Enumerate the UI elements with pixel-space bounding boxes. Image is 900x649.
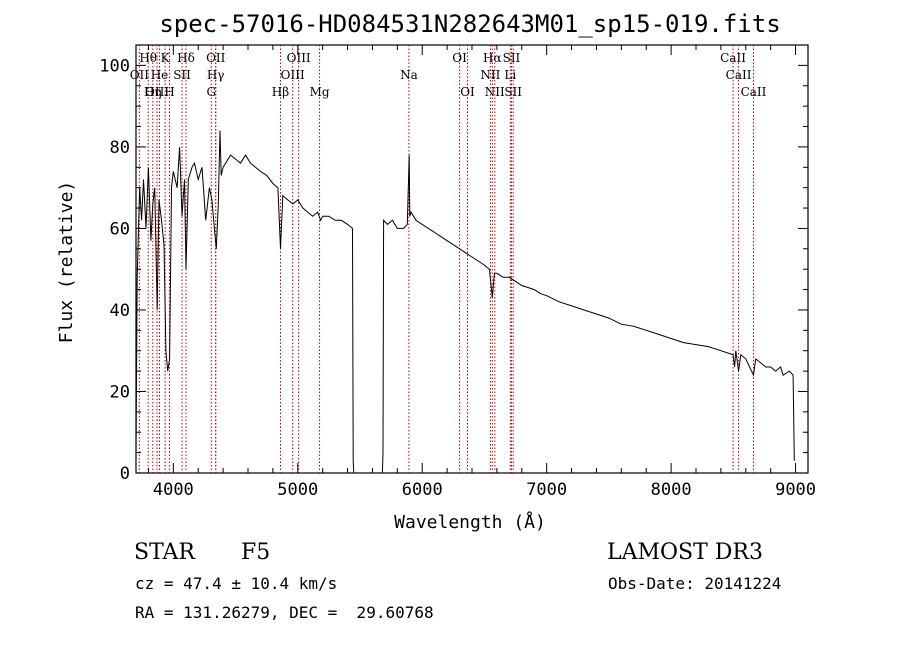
line-label: CaII [726, 68, 752, 82]
y-tick-label: 40 [110, 301, 130, 321]
spectrum-line [135, 130, 795, 474]
line-label: CaII [741, 85, 767, 99]
line-label: Hγ [207, 68, 225, 82]
line-label: OIII [281, 68, 305, 82]
line-label: OII [130, 68, 150, 82]
line-label: CaII [720, 51, 746, 65]
y-axis-label: Flux (relative) [56, 181, 77, 344]
line-label: NII [480, 68, 500, 82]
line-label: G [206, 85, 216, 99]
line-label: OIII [287, 51, 311, 65]
line-label: OI [460, 85, 475, 99]
line-label: SII [173, 68, 191, 82]
y-tick-label: 0 [120, 464, 130, 484]
line-label: Na [400, 68, 418, 82]
y-tick-label: 20 [110, 382, 130, 402]
line-label: SII [503, 51, 521, 65]
line-label: OII [206, 51, 226, 65]
line-label: OI [452, 51, 467, 65]
spectrum-chart: spec-57016-HD084531N282643M01_sp15-019.f… [56, 10, 816, 533]
y-tick-label: 80 [110, 138, 130, 158]
line-label: Hβ [272, 85, 289, 99]
x-tick-label: 7000 [526, 480, 567, 500]
line-label: Li [504, 68, 516, 82]
x-tick-label: 9000 [775, 480, 816, 500]
object-subclass: F5 [241, 540, 271, 565]
chart-title: spec-57016-HD084531N282643M01_sp15-019.f… [159, 10, 780, 38]
line-label: He [151, 68, 169, 82]
line-label: Mg [310, 85, 330, 99]
line-markers [138, 45, 754, 473]
axis-ticks: 4000 5000 6000 7000 8000 9000 0 20 40 60 80 100 [99, 45, 816, 500]
coordinates: RA = 131.26279, DEC = 29.60768 [135, 603, 434, 622]
line-label: OIII [145, 85, 169, 99]
line-label: Hη [144, 85, 162, 99]
line-label: K [161, 51, 171, 65]
y-tick-label: 100 [99, 56, 130, 76]
redshift-cz: cz = 47.4 ± 10.4 km/s [135, 574, 338, 593]
x-axis-label: Wavelength (Å) [394, 511, 546, 533]
object-class: STAR [134, 540, 195, 565]
line-label: Hδ [177, 51, 195, 65]
line-label: SII [504, 85, 522, 99]
y-tick-label: 60 [110, 219, 130, 239]
line-label: Hθ [139, 51, 157, 65]
obs-date: Obs-Date: 20141224 [608, 574, 782, 593]
x-tick-label: 5000 [277, 480, 318, 500]
x-tick-label: 6000 [402, 480, 443, 500]
line-label: NII [485, 85, 505, 99]
x-tick-label: 4000 [153, 480, 194, 500]
x-tick-label: 8000 [651, 480, 692, 500]
line-label: Hα [483, 51, 502, 65]
line-label: H [164, 85, 174, 99]
survey-name: LAMOST DR3 [607, 540, 763, 565]
plot-frame [135, 44, 809, 474]
